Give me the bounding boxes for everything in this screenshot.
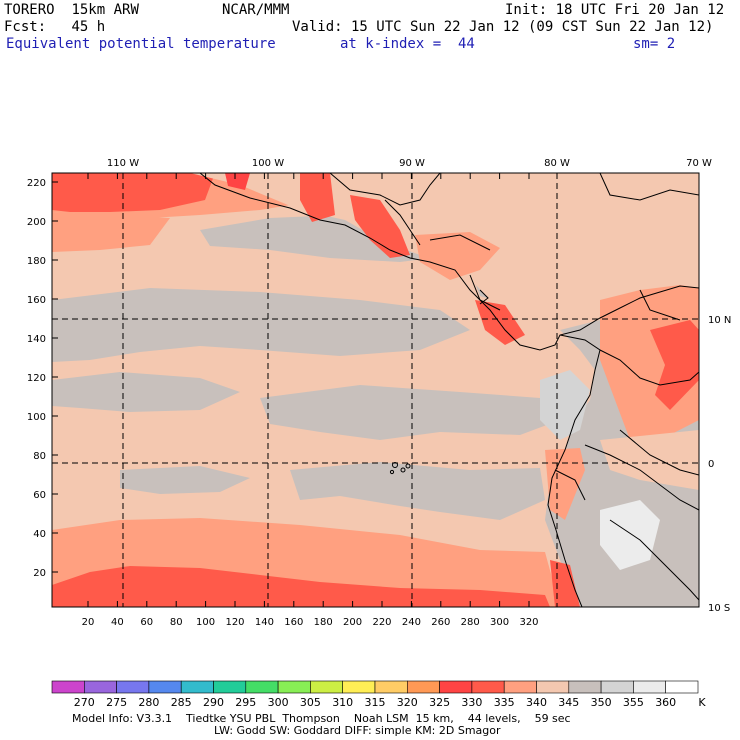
- colorbar-label: 310: [332, 696, 353, 709]
- plot-frame: [51, 172, 700, 608]
- colorbar-swatch: [180, 680, 214, 694]
- x-tick-label: 160: [284, 617, 303, 628]
- y-tick-label: 120: [27, 373, 46, 384]
- colorbar-label: 320: [397, 696, 418, 709]
- x-tick-label: 180: [314, 617, 333, 628]
- colorbar-label: 340: [526, 696, 547, 709]
- x-tick-label: 320: [519, 617, 538, 628]
- x-tick-label: 80: [170, 617, 183, 628]
- header-forecast: Fcst: 45 h: [4, 19, 106, 35]
- colorbar-swatch: [310, 680, 343, 694]
- y-tick-label: 160: [27, 295, 46, 306]
- y-tick-label: 40: [33, 529, 46, 540]
- colorbar-unit: K: [698, 696, 706, 709]
- colorbar-label: 295: [235, 696, 256, 709]
- colorbar-swatch: [374, 680, 408, 694]
- colorbar-swatch: [471, 680, 505, 694]
- y-tick-label: 20: [33, 568, 46, 579]
- colorbar-swatch: [503, 680, 537, 694]
- y-tick-marks: [52, 181, 58, 573]
- longitude-label: 70 W: [686, 158, 712, 169]
- header-field: Equivalent potential temperature: [6, 36, 276, 52]
- x-tick-label: 220: [372, 617, 391, 628]
- x-tick-label: 280: [461, 617, 480, 628]
- y-tick-label: 200: [27, 217, 46, 228]
- colorbar-label: 355: [623, 696, 644, 709]
- colorbar-swatch: [665, 680, 699, 694]
- x-tick-label: 100: [196, 617, 215, 628]
- colorbar-label: 290: [203, 696, 224, 709]
- latitude-label: 0: [708, 459, 714, 470]
- colorbar-swatch: [633, 680, 667, 694]
- x-tick-label: 120: [225, 617, 244, 628]
- y-tick-label: 180: [27, 256, 46, 267]
- colorbar-label: 325: [429, 696, 450, 709]
- colorbar-swatch: [51, 680, 85, 694]
- x-tick-label: 20: [82, 617, 95, 628]
- header-center: NCAR/MMM: [222, 2, 290, 18]
- x-tick-label: 140: [255, 617, 274, 628]
- colorbar-label: 330: [461, 696, 482, 709]
- colorbar-label: 350: [591, 696, 612, 709]
- colorbar-swatch: [600, 680, 634, 694]
- longitude-labels: 110 W 100 W 90 W 80 W 70 W: [107, 158, 712, 169]
- latitude-labels: 10 N 0 10 S: [708, 315, 731, 614]
- y-tick-label: 220: [27, 178, 46, 189]
- colorbar-label: 315: [365, 696, 386, 709]
- colorbar-swatch: [148, 680, 182, 694]
- latitude-label: 10 S: [708, 603, 730, 614]
- x-tick-label: 60: [140, 617, 153, 628]
- header-valid: Valid: 15 UTC Sun 22 Jan 12 (09 CST Sun …: [292, 19, 714, 35]
- colorbar-label: 280: [138, 696, 159, 709]
- header-level: at k-index = 44: [340, 36, 475, 52]
- footer-physics: LW: Godd SW: Goddard DIFF: simple KM: 2D…: [214, 724, 501, 737]
- longitude-label: 90 W: [399, 158, 425, 169]
- colorbar-label: 305: [300, 696, 321, 709]
- colorbar-swatch: [245, 680, 279, 694]
- colorbar-label: 360: [655, 696, 676, 709]
- colorbar-label: 335: [494, 696, 515, 709]
- longitude-label: 100 W: [252, 158, 284, 169]
- footer-model-info: Model Info: V3.3.1 Tiedtke YSU PBL Thomp…: [72, 712, 571, 725]
- colorbar-swatch: [439, 680, 473, 694]
- latitude-label: 10 N: [708, 315, 731, 326]
- colorbar-label: 285: [171, 696, 192, 709]
- longitude-label: 110 W: [107, 158, 139, 169]
- x-tick-label: 240: [402, 617, 421, 628]
- colorbar-label: 300: [268, 696, 289, 709]
- colorbar-swatch: [213, 680, 247, 694]
- graticule: [52, 173, 699, 607]
- x-tick-label: 40: [111, 617, 124, 628]
- x-tick-labels: 20 40 60 80 100 120 140 160 180 200 220 240 260 280 30…: [82, 617, 539, 628]
- header-smoothing: sm= 2: [633, 36, 676, 52]
- longitude-label: 80 W: [544, 158, 570, 169]
- coastlines: [199, 173, 699, 607]
- y-tick-labels: 220 200 180 160 140 120 100 80 60 40 20: [27, 178, 46, 579]
- colorbar-label: 270: [74, 696, 95, 709]
- header-init: Init: 18 UTC Fri 20 Jan 12: [505, 2, 725, 18]
- y-tick-label: 140: [27, 334, 46, 345]
- colorbar-swatch: [116, 680, 150, 694]
- y-tick-label: 60: [33, 490, 46, 501]
- colorbar: 270 275 280 285 290 295 300 305 310 315 320 325 330 3…: [51, 680, 706, 709]
- x-tick-marks: [87, 173, 530, 607]
- colorbar-swatch: [277, 680, 311, 694]
- y-tick-label: 80: [33, 451, 46, 462]
- x-tick-label: 200: [343, 617, 362, 628]
- colorbar-swatch: [536, 680, 570, 694]
- x-tick-label: 260: [431, 617, 450, 628]
- colorbar-label: 345: [558, 696, 579, 709]
- colorbar-swatch: [568, 680, 602, 694]
- colorbar-swatch: [406, 680, 440, 694]
- theta-e-field: [52, 173, 699, 607]
- colorbar-swatch: [84, 680, 117, 694]
- x-tick-label: 300: [490, 617, 509, 628]
- y-tick-label: 100: [27, 412, 46, 423]
- header-model: TORERO 15km ARW: [4, 2, 139, 18]
- colorbar-label: 275: [106, 696, 127, 709]
- colorbar-swatch: [342, 680, 376, 694]
